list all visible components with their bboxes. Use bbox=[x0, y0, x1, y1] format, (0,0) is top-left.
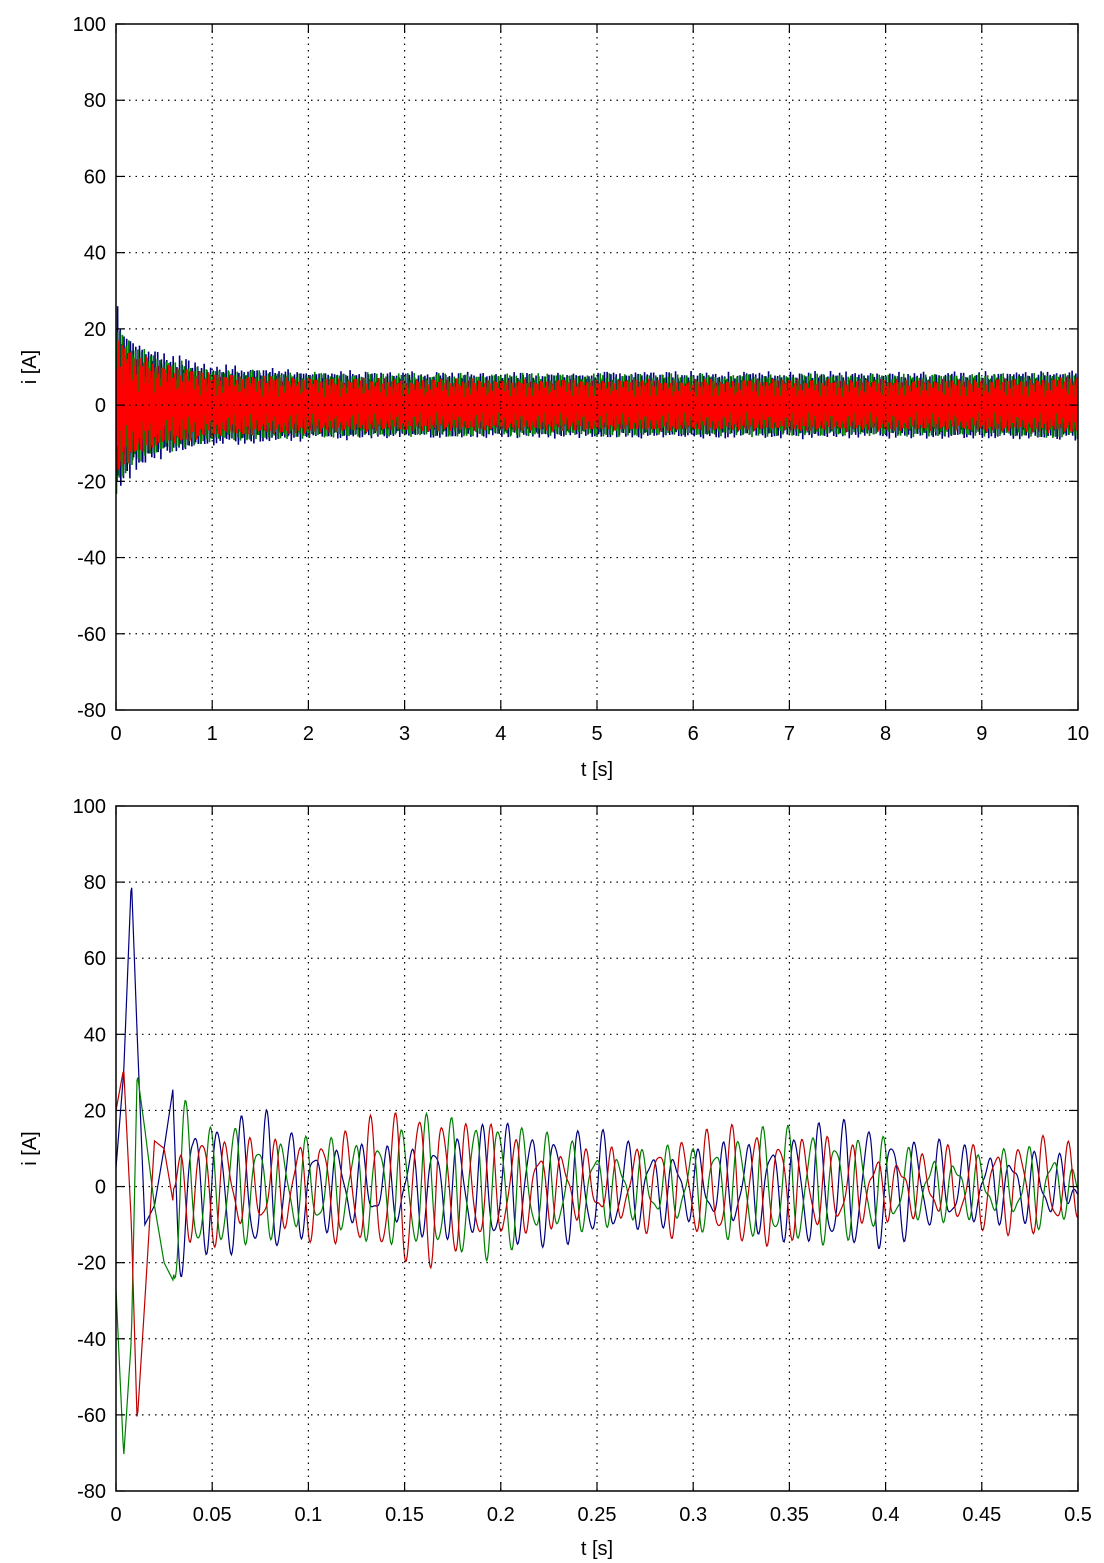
y-tick-label: 80 bbox=[84, 872, 106, 894]
x-tick-label: 0.4 bbox=[872, 1504, 900, 1526]
series-3-line bbox=[116, 1071, 1078, 1417]
y-tick-label: -60 bbox=[77, 624, 106, 646]
y-tick-label: 20 bbox=[84, 1100, 106, 1122]
x-tick-label: 9 bbox=[976, 723, 987, 745]
y-tick-label: -20 bbox=[77, 1253, 106, 1275]
x-tick-label: 0.3 bbox=[679, 1504, 707, 1526]
x-tick-label: 10 bbox=[1067, 723, 1089, 745]
y-tick-label: 80 bbox=[84, 90, 106, 112]
chart-1: 0 1 2 3 4 5 6 7 8 9 10 -80 -60 -40 -20 0 20 40 60 80 100 t [s… bbox=[19, 14, 1089, 781]
x-axis-label: t [s] bbox=[581, 1538, 613, 1560]
x-axis-label: t [s] bbox=[581, 759, 613, 781]
y-tick-label: 40 bbox=[84, 243, 106, 265]
x-tick-label: 0.45 bbox=[962, 1504, 1001, 1526]
y-tick-label: 100 bbox=[73, 796, 106, 818]
plot-area bbox=[116, 24, 1078, 710]
y-tick-label: -20 bbox=[77, 471, 106, 493]
x-tick-label: 4 bbox=[495, 723, 506, 745]
x-tick-label: 0.2 bbox=[487, 1504, 515, 1526]
x-tick-label: 5 bbox=[591, 723, 602, 745]
x-tick-label: 0.1 bbox=[294, 1504, 322, 1526]
chart-2: 0 0.05 0.1 0.15 0.2 0.25 0.3 0.35 0.4 0.45 0.5 -80 -… bbox=[19, 796, 1092, 1560]
x-tick-label: 0.05 bbox=[193, 1504, 232, 1526]
x-tick-label: 0 bbox=[110, 1504, 121, 1526]
x-tick-label: 2 bbox=[303, 723, 314, 745]
x-tick-label: 7 bbox=[784, 723, 795, 745]
x-tick-label: 0.5 bbox=[1064, 1504, 1092, 1526]
y-tick-label: -80 bbox=[77, 1481, 106, 1503]
y-axis-label: i [A] bbox=[19, 1131, 41, 1165]
y-tick-label: -40 bbox=[77, 1329, 106, 1351]
y-tick-label: 0 bbox=[95, 395, 106, 417]
y-tick-label: 60 bbox=[84, 948, 106, 970]
y-axis-label: i [A] bbox=[19, 350, 41, 384]
plot-area bbox=[116, 806, 1078, 1491]
series-2-line bbox=[116, 1077, 1078, 1455]
x-tick-label: 3 bbox=[399, 723, 410, 745]
y-tick-label: -80 bbox=[77, 700, 106, 722]
x-tick-label: 0.35 bbox=[770, 1504, 809, 1526]
x-tick-label: 1 bbox=[207, 723, 218, 745]
y-tick-label: 20 bbox=[84, 319, 106, 341]
y-tick-label: 40 bbox=[84, 1024, 106, 1046]
x-tick-label: 0.25 bbox=[578, 1504, 617, 1526]
y-tick-label: -40 bbox=[77, 548, 106, 570]
y-tick-label: 0 bbox=[95, 1177, 106, 1199]
y-tick-label: -60 bbox=[77, 1405, 106, 1427]
x-tick-label: 0.15 bbox=[385, 1504, 424, 1526]
y-tick-label: 100 bbox=[73, 14, 106, 36]
series-3-line bbox=[116, 340, 1078, 472]
x-tick-label: 6 bbox=[688, 723, 699, 745]
x-tick-label: 0 bbox=[110, 723, 121, 745]
y-tick-label: 60 bbox=[84, 166, 106, 188]
x-tick-label: 8 bbox=[880, 723, 891, 745]
